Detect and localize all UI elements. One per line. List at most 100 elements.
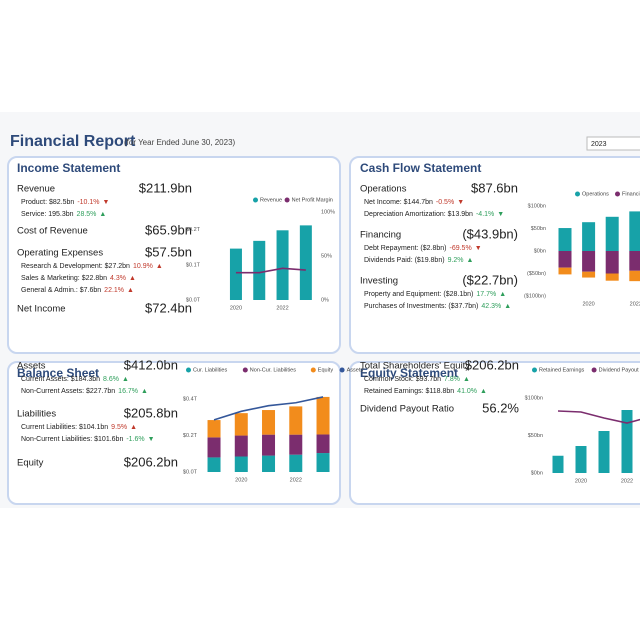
- metric-value: $87.6bn: [471, 180, 518, 195]
- metric-value: ($22.7bn): [462, 272, 518, 287]
- y2-tick-label: 0%: [321, 297, 329, 303]
- metric-detail: Property and Equipment: ($28.1bn) 17.7% ▲: [364, 291, 506, 298]
- metric-value: $72.4bn: [145, 300, 192, 315]
- detail-text: Purchases of Investments: ($37.7bn): [364, 303, 478, 310]
- detail-text: Current Liabilities: $104.1bn: [21, 424, 108, 431]
- metric-label: Operations: [360, 184, 407, 195]
- metric-label: Equity: [17, 458, 44, 469]
- metric-label: Net Income: [17, 304, 66, 315]
- panel-title: Cash Flow Statement: [360, 161, 481, 175]
- metric-detail: Non-Current Assets: $227.7bn 16.7% ▲: [21, 388, 148, 395]
- bar: [229, 248, 242, 300]
- legend-label: Net Profit Margin: [292, 197, 333, 203]
- detail-change: -4.1%: [476, 211, 494, 218]
- detail-change: 22.1%: [104, 287, 124, 294]
- bar: [276, 230, 289, 300]
- y-tick-label: $0.1T: [186, 262, 201, 268]
- y-tick-label: $50bn: [531, 226, 546, 232]
- legend-swatch: [253, 197, 258, 203]
- line: [213, 396, 324, 421]
- metric-detail: Net Income: $144.7bn -0.5% ▼: [364, 199, 464, 206]
- metric-label: Total Shareholders' Equity: [360, 361, 470, 372]
- detail-change: 16.7%: [118, 388, 138, 395]
- detail-text: Property and Equipment: ($28.1bn): [364, 291, 473, 298]
- metric-label: Liabilities: [17, 409, 56, 420]
- detail-text: Depreciation Amortization: $13.9bn: [364, 211, 473, 218]
- line: [235, 267, 306, 274]
- legend-swatch: [186, 367, 191, 373]
- detail-arrow: ▼: [148, 436, 155, 443]
- legend-label: Non-Cur. Liabilities: [250, 367, 296, 373]
- bar: [316, 453, 330, 472]
- detail-change: 10.9%: [133, 263, 153, 270]
- y-tick-label: $50bn: [528, 433, 543, 439]
- bar: [316, 396, 330, 435]
- bar: [253, 240, 266, 300]
- metric-detail: Retained Earnings: $118.8bn 41.0% ▲: [364, 388, 487, 395]
- bar: [558, 228, 572, 251]
- panel-title: Balance Sheet: [17, 366, 99, 380]
- detail-arrow: ▲: [122, 376, 129, 383]
- detail-arrow: ▲: [130, 424, 137, 431]
- metric-value: $211.9bn: [139, 180, 192, 195]
- y-tick-label: $100bn: [525, 395, 543, 401]
- y-tick-label: $0bn: [534, 248, 546, 254]
- bar: [605, 216, 619, 251]
- metric-value: $65.9bn: [145, 222, 192, 237]
- x-tick-label: 2020: [582, 301, 594, 307]
- detail-change: 8.6%: [103, 376, 119, 383]
- metric-label: Revenue: [17, 184, 55, 195]
- legend-swatch: [575, 191, 580, 197]
- detail-arrow: ▼: [103, 199, 110, 206]
- panel: [7, 156, 341, 354]
- detail-arrow: ▲: [467, 257, 474, 264]
- y-tick-label: $100bn: [528, 203, 546, 209]
- y-tick-label: ($100bn): [524, 293, 546, 299]
- bar: [582, 271, 596, 278]
- x-tick-label: 2020: [235, 477, 247, 483]
- bar: [289, 434, 303, 455]
- detail-change: 42.3%: [481, 303, 501, 310]
- metric-detail: Sales & Marketing: $22.8bn 4.3% ▲: [21, 275, 136, 282]
- detail-arrow: ▲: [504, 303, 511, 310]
- detail-arrow: ▼: [457, 199, 464, 206]
- bar: [605, 273, 619, 281]
- detail-text: Net Income: $144.7bn: [364, 199, 433, 206]
- detail-change: 7.8%: [444, 376, 460, 383]
- x-tick-label: 2020: [230, 305, 242, 311]
- detail-text: Research & Development: $27.2bn: [21, 263, 130, 270]
- slicer-value[interactable]: 2023: [591, 141, 607, 148]
- metric-detail: Current Liabilities: $104.1bn 9.5% ▲: [21, 424, 137, 431]
- metric-label: Operating Expenses: [17, 248, 103, 259]
- detail-text: Current Assets: $184.3bn: [21, 376, 100, 383]
- detail-change: 28.5%: [77, 211, 97, 218]
- x-tick-label: 2022: [621, 478, 633, 484]
- bar: [234, 435, 248, 457]
- bar: [629, 270, 640, 282]
- legend-swatch: [615, 191, 620, 197]
- bar: [262, 455, 276, 472]
- y-tick-label: $0bn: [531, 470, 543, 476]
- detail-change: -1.6%: [126, 436, 144, 443]
- metric-detail: General & Admin.: $7.6bn 22.1% ▲: [21, 287, 134, 294]
- bar: [629, 211, 640, 251]
- metric-detail: Depreciation Amortization: $13.9bn -4.1% ▼: [364, 211, 504, 218]
- bar: [262, 434, 276, 456]
- bar: [262, 410, 276, 435]
- year-slicer[interactable]: [586, 136, 640, 151]
- line: [557, 410, 640, 424]
- x-tick-label: 2022: [276, 305, 288, 311]
- legend-label: Financing: [622, 191, 640, 197]
- detail-text: Non-Current Assets: $227.7bn: [21, 388, 115, 395]
- metric-label: Financing: [360, 230, 401, 241]
- metric-value: $206.2bn: [124, 454, 178, 469]
- detail-arrow: ▲: [127, 287, 134, 294]
- panel-title: Income Statement: [17, 161, 120, 175]
- detail-text: Sales & Marketing: $22.8bn: [21, 275, 107, 282]
- metric-label: Assets: [17, 361, 46, 372]
- metric-detail: Purchases of Investments: ($37.7bn) 42.3%…: [364, 303, 511, 310]
- metric-detail: Research & Development: $27.2bn 10.9% ▲: [21, 263, 163, 270]
- y-tick-label: $0.0T: [183, 469, 198, 475]
- detail-text: Non-Current Liabilities: $101.6bn: [21, 436, 123, 443]
